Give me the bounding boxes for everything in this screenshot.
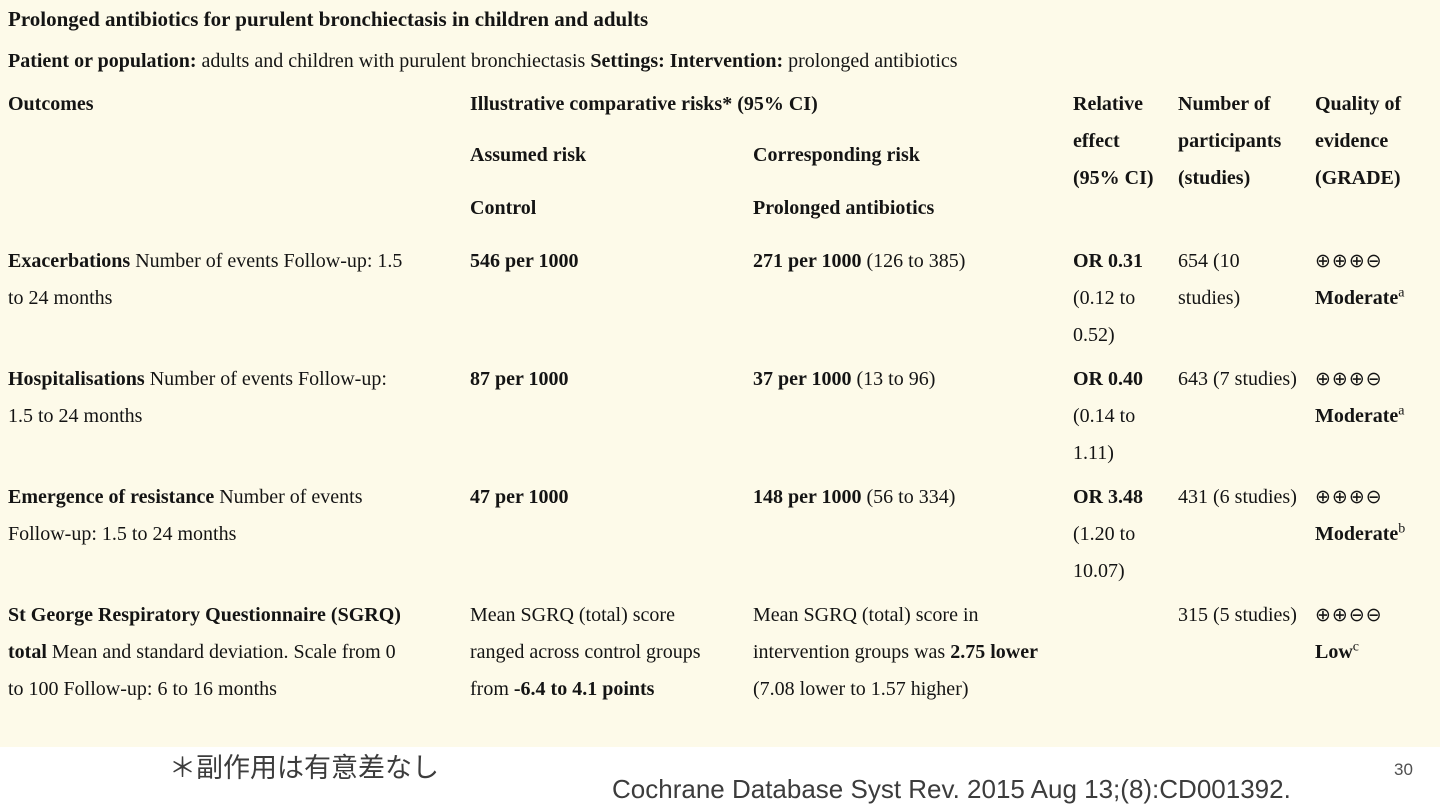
corresponding-risk-cell: 37 per 1000 (13 to 96)	[753, 368, 936, 390]
grade-symbols: ⊕⊕⊕⊖	[1315, 250, 1383, 272]
grade-footnote-marker: a	[1398, 403, 1405, 419]
header-corresponding-risk: Corresponding risk	[753, 144, 920, 166]
relative-effect-cell: OR 3.48 (1.20 to 10.07)	[1073, 486, 1143, 582]
quality-cell: ⊕⊕⊕⊖ Moderatea	[1315, 361, 1437, 435]
header-control: Control	[470, 197, 537, 219]
outcome-cell-exacerbations: Exacerbations Number of events Follow-up…	[8, 250, 403, 309]
grade-symbols: ⊕⊕⊕⊖	[1315, 486, 1383, 508]
relative-effect-cell: OR 0.31 (0.12 to 0.52)	[1073, 250, 1143, 346]
evidence-table-panel	[0, 0, 1440, 747]
grade-label: Moderate	[1315, 287, 1399, 309]
assumed-risk-cell: 87 per 1000	[470, 368, 569, 390]
grade-symbols: ⊕⊕⊕⊖	[1315, 368, 1383, 390]
population-settings-line: Patient or population: adults and childr…	[8, 50, 958, 72]
grade-label: Moderate	[1315, 405, 1399, 427]
side-effects-note-jp: ＊副作用は有意差なし	[169, 753, 439, 783]
corresponding-risk-cell: Mean SGRQ (total) score in intervention …	[753, 604, 1038, 700]
page-number: 30	[1394, 760, 1413, 779]
citation: Cochrane Database Syst Rev. 2015 Aug 13;…	[612, 774, 1291, 804]
participants-cell: 643 (7 studies)	[1178, 368, 1297, 390]
header-participants: Number of participants (studies)	[1178, 93, 1282, 189]
assumed-risk-cell: 546 per 1000	[470, 250, 579, 272]
header-outcomes: Outcomes	[8, 93, 94, 115]
outcome-cell-hospitalisations: Hospitalisations Number of events Follow…	[8, 368, 387, 427]
grade-symbols: ⊕⊕⊖⊖	[1315, 604, 1383, 626]
quality-cell: ⊕⊕⊕⊖ Moderatea	[1315, 243, 1437, 317]
header-prolonged-antibiotics: Prolonged antibiotics	[753, 197, 935, 219]
grade-footnote-marker: b	[1398, 521, 1406, 537]
grade-footnote-marker: c	[1352, 639, 1360, 655]
header-assumed-risk: Assumed risk	[470, 144, 587, 166]
assumed-risk-cell: Mean SGRQ (total) score ranged across co…	[470, 604, 701, 700]
participants-cell: 654 (10 studies)	[1178, 250, 1241, 309]
quality-cell: ⊕⊕⊖⊖ Lowc	[1315, 597, 1437, 671]
grade-label: Low	[1315, 641, 1353, 663]
outcome-cell-resistance: Emergence of resistance Number of events…	[8, 486, 363, 545]
quality-cell: ⊕⊕⊕⊖ Moderateb	[1315, 479, 1437, 553]
assumed-risk-cell: 47 per 1000	[470, 486, 569, 508]
participants-cell: 315 (5 studies)	[1178, 604, 1297, 626]
header-illustrative-risks: Illustrative comparative risks* (95% CI)	[470, 93, 818, 115]
grade-footnote-marker: a	[1398, 285, 1405, 301]
slide-title: Prolonged antibiotics for purulent bronc…	[8, 7, 649, 31]
participants-cell: 431 (6 studies)	[1178, 486, 1297, 508]
corresponding-risk-cell: 148 per 1000 (56 to 334)	[753, 486, 956, 508]
outcome-cell-sgrq: St George Respiratory Questionnaire (SGR…	[8, 604, 401, 700]
header-relative-effect: Relative effect (95% CI)	[1073, 93, 1154, 189]
relative-effect-cell: OR 0.40 (0.14 to 1.11)	[1073, 368, 1143, 464]
header-quality-grade: Quality of evidence (GRADE)	[1315, 93, 1402, 189]
grade-label: Moderate	[1315, 523, 1399, 545]
corresponding-risk-cell: 271 per 1000 (126 to 385)	[753, 250, 966, 272]
